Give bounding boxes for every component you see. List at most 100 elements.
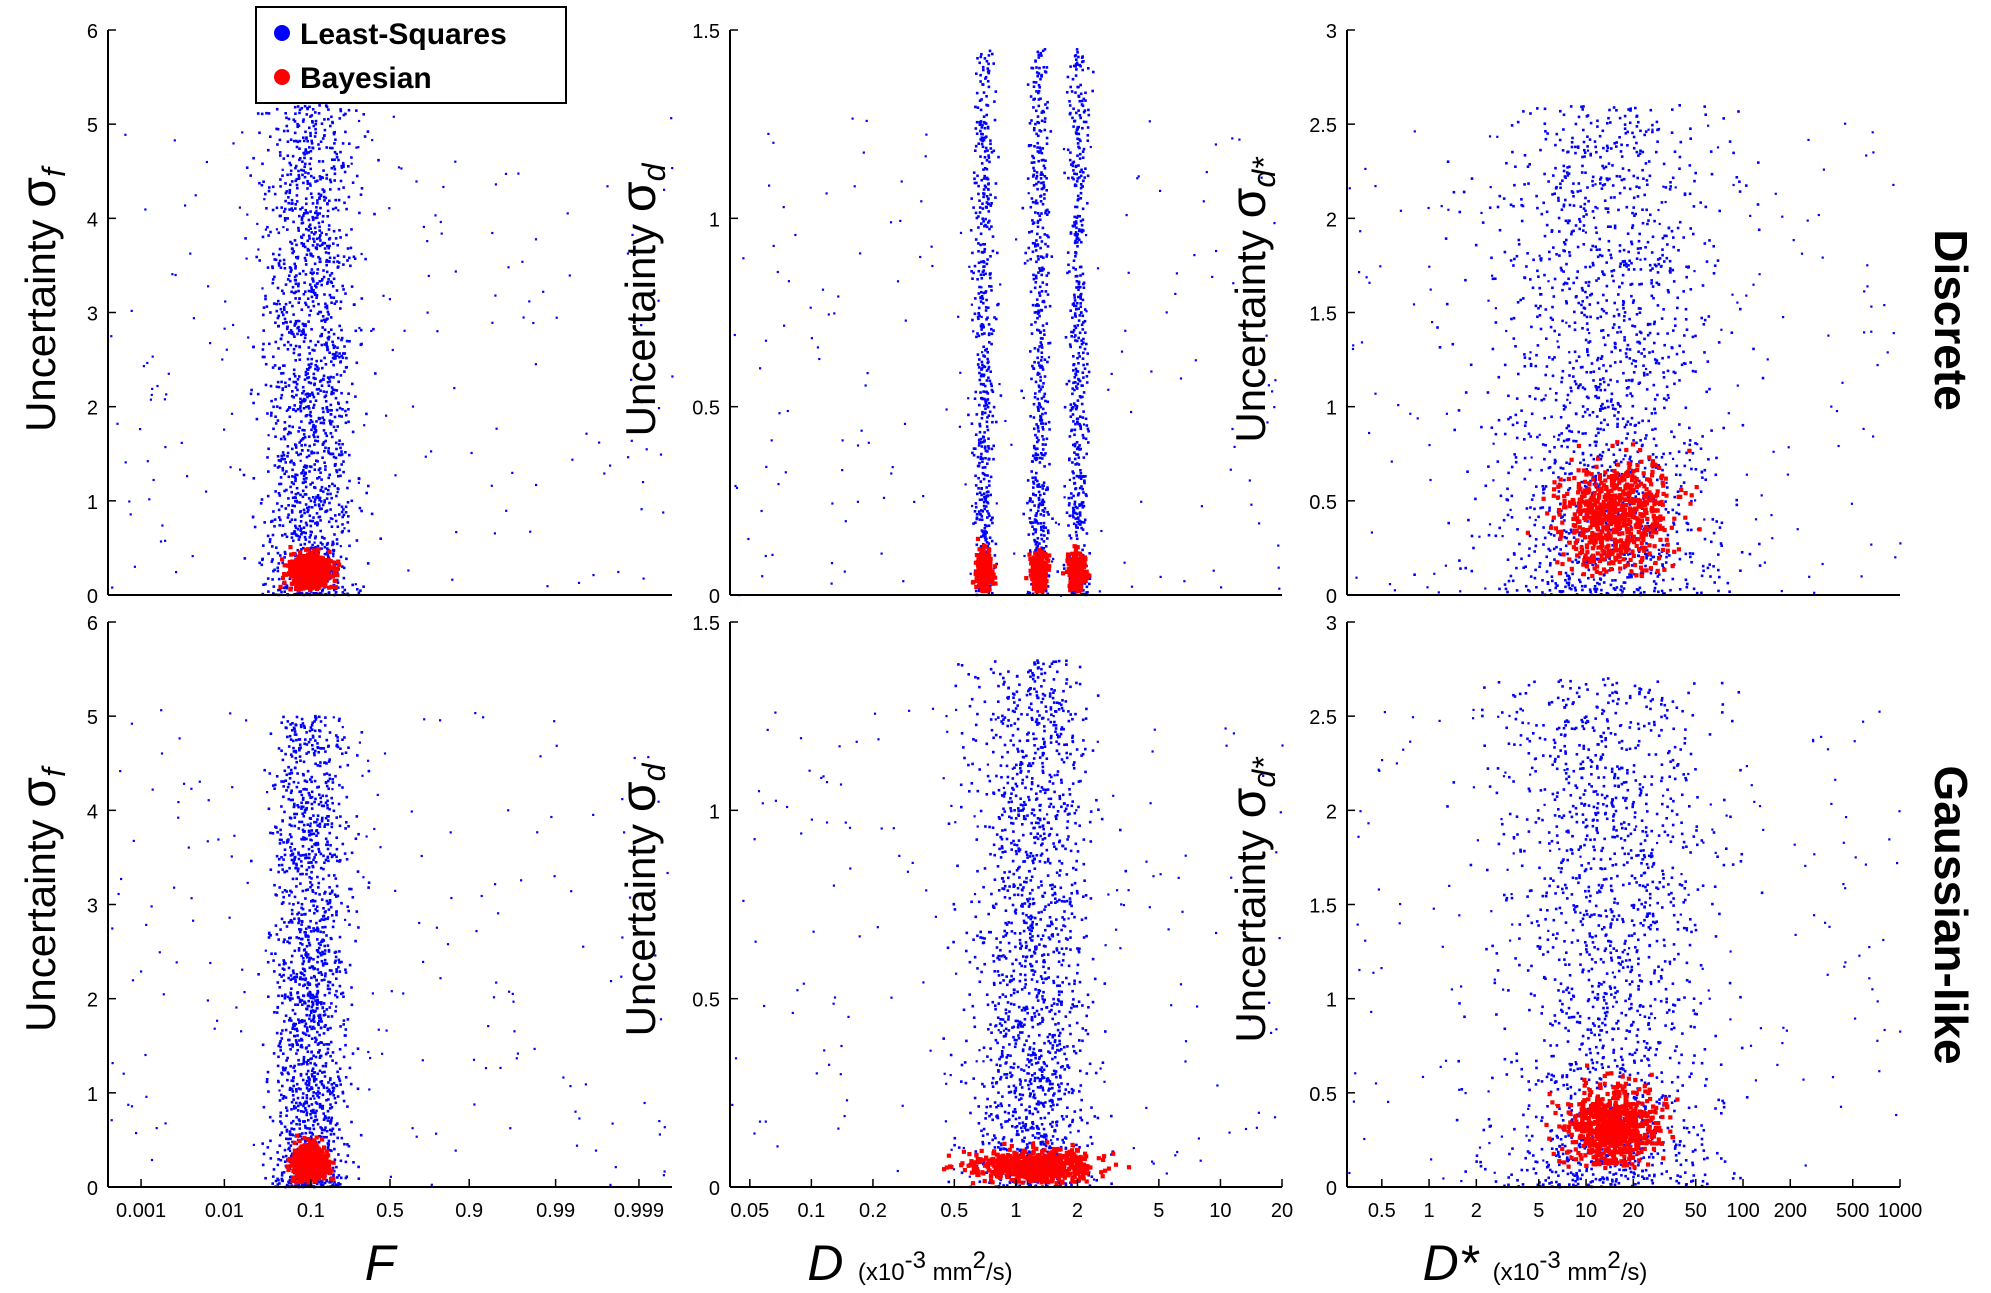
point: [329, 180, 333, 184]
point: [856, 500, 859, 503]
point: [306, 106, 309, 110]
point: [304, 538, 308, 541]
point: [298, 571, 303, 576]
point: [1042, 540, 1046, 543]
point: [1068, 270, 1071, 273]
point: [1043, 585, 1048, 590]
point: [1238, 138, 1241, 141]
point: [287, 513, 290, 516]
point: [342, 470, 345, 474]
point: [330, 360, 333, 363]
point: [1036, 50, 1040, 54]
point: [1072, 522, 1076, 526]
point: [1036, 150, 1040, 153]
point: [362, 113, 365, 116]
point: [1087, 441, 1090, 444]
point: [298, 108, 302, 111]
point: [340, 336, 344, 340]
point: [286, 340, 290, 344]
point: [1076, 177, 1080, 180]
y-tick-label: 1: [87, 492, 98, 514]
point: [984, 146, 988, 150]
point: [1071, 514, 1075, 517]
point: [307, 305, 310, 309]
point: [327, 251, 331, 255]
point: [314, 572, 319, 577]
point: [310, 231, 313, 234]
point: [1040, 151, 1044, 155]
point: [164, 446, 167, 449]
point: [320, 122, 324, 125]
point: [325, 543, 329, 546]
point: [261, 287, 264, 290]
point: [329, 403, 333, 407]
point: [958, 425, 961, 428]
point: [1036, 316, 1039, 320]
point: [1043, 233, 1047, 236]
point: [289, 552, 294, 557]
point: [816, 346, 819, 349]
point: [309, 381, 313, 385]
point: [1038, 562, 1043, 567]
point: [300, 420, 303, 423]
point: [297, 453, 300, 457]
point: [1080, 339, 1083, 342]
point: [1072, 160, 1076, 164]
point: [1072, 443, 1075, 447]
point: [372, 327, 375, 331]
point: [304, 301, 307, 305]
point: [299, 510, 303, 513]
point: [297, 430, 300, 433]
point: [981, 363, 984, 367]
point: [316, 523, 319, 527]
point: [296, 588, 301, 593]
point: [1073, 546, 1079, 551]
point: [318, 236, 321, 240]
point: [359, 589, 362, 592]
point: [981, 460, 984, 463]
point: [279, 307, 283, 311]
point: [1040, 546, 1043, 550]
point: [818, 357, 821, 361]
point: [979, 580, 984, 585]
point: [439, 220, 442, 224]
point: [1074, 367, 1078, 371]
point: [316, 460, 319, 463]
point: [1043, 358, 1047, 361]
point: [225, 348, 228, 351]
point: [296, 122, 299, 126]
point: [330, 390, 334, 394]
point: [326, 380, 330, 384]
y-tick-label: 2: [87, 398, 98, 420]
point: [977, 587, 981, 591]
point: [989, 382, 993, 386]
point: [290, 509, 294, 512]
point: [317, 255, 320, 259]
point: [1071, 555, 1076, 560]
point: [1040, 181, 1043, 185]
point: [316, 199, 319, 202]
point: [986, 70, 990, 73]
point: [388, 207, 391, 210]
point: [1038, 314, 1041, 318]
point: [980, 452, 983, 456]
point: [282, 322, 285, 325]
point: [1042, 481, 1046, 484]
point: [286, 278, 290, 281]
point: [336, 578, 339, 582]
point: [298, 577, 303, 582]
point: [315, 216, 319, 219]
point: [1038, 294, 1042, 297]
point: [1042, 525, 1045, 528]
point: [293, 404, 296, 407]
point: [1040, 290, 1044, 293]
point: [304, 162, 307, 166]
point: [1076, 142, 1080, 145]
point: [1075, 405, 1079, 408]
point: [323, 356, 326, 360]
point: [989, 493, 992, 497]
point: [284, 552, 287, 556]
point: [316, 243, 319, 246]
point: [319, 471, 322, 474]
point: [1075, 339, 1079, 343]
